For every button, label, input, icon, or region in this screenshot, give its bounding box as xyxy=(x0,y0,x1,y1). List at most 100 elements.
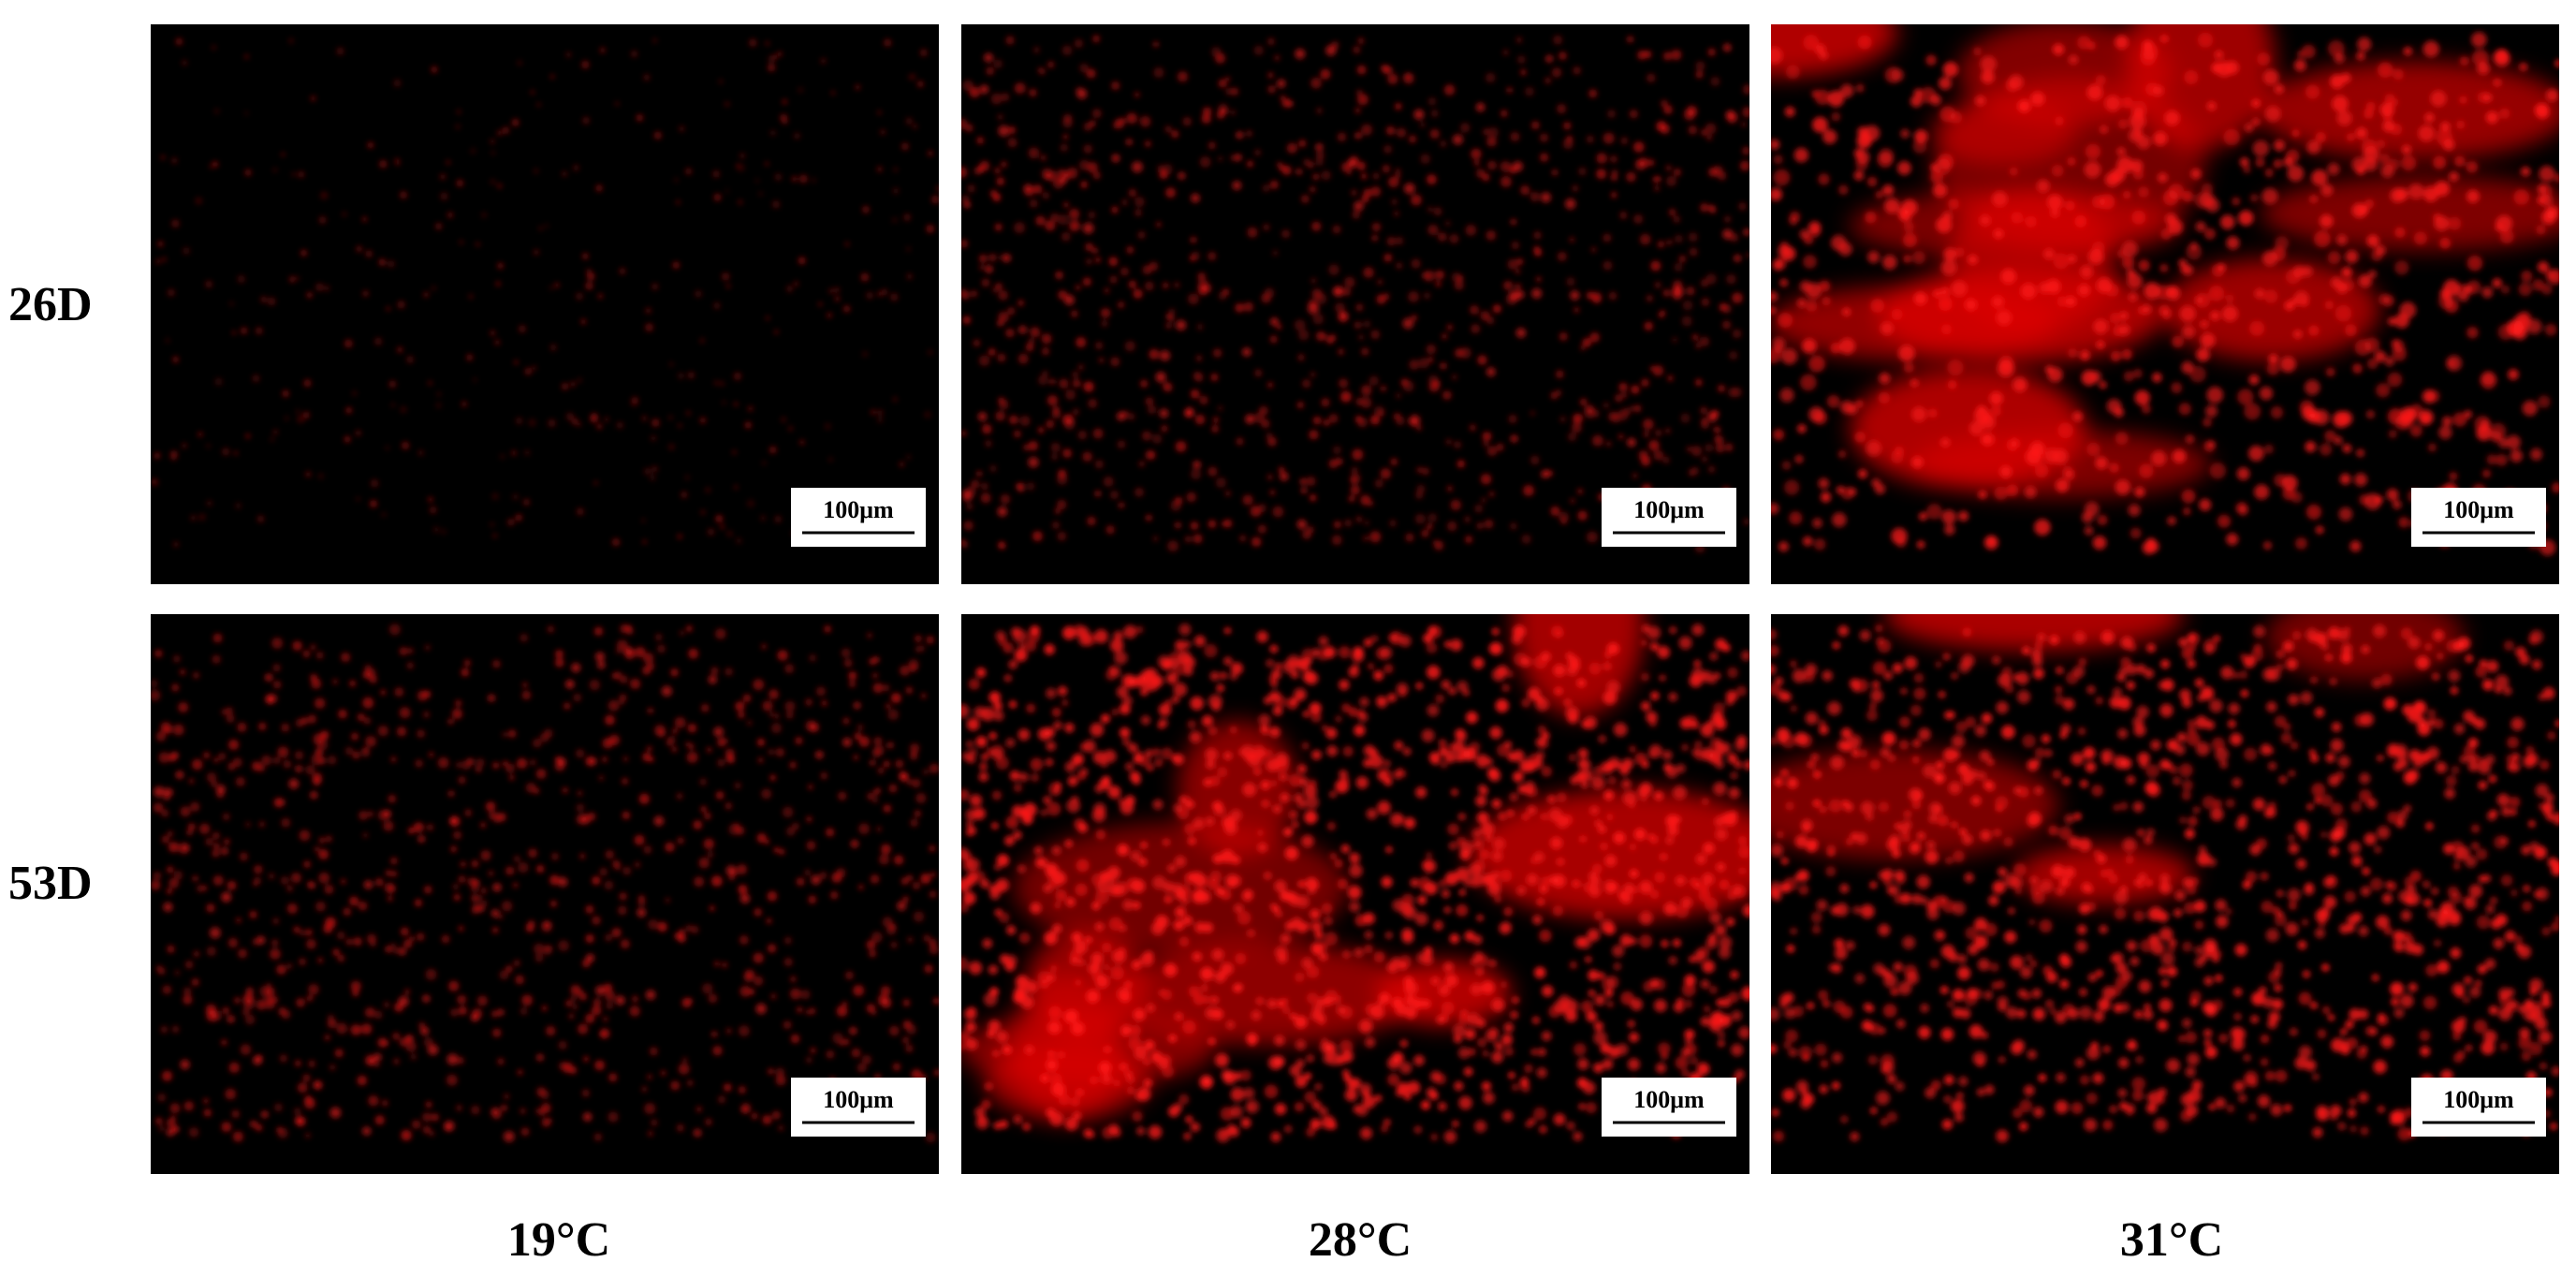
cell xyxy=(205,1004,217,1016)
cell xyxy=(1064,723,1075,733)
cell xyxy=(2167,516,2176,526)
cell xyxy=(2382,110,2393,122)
cell xyxy=(871,672,879,679)
cell xyxy=(1579,758,1591,771)
cell xyxy=(1394,741,1404,751)
cell xyxy=(1149,261,1159,272)
cell xyxy=(2230,732,2243,746)
cell xyxy=(351,390,358,396)
cell xyxy=(1025,343,1034,352)
cell xyxy=(1178,884,1192,898)
cell xyxy=(968,1005,977,1016)
cell xyxy=(2547,857,2558,868)
cell xyxy=(2495,674,2510,689)
cell xyxy=(2178,258,2188,268)
cell xyxy=(2305,441,2317,453)
cell xyxy=(2251,117,2261,126)
cell xyxy=(183,994,193,1005)
cell xyxy=(2532,279,2544,291)
cell xyxy=(1879,373,1891,385)
cell xyxy=(1193,371,1202,381)
cell xyxy=(1523,484,1534,496)
cell xyxy=(1217,405,1223,412)
cell xyxy=(1796,869,1809,882)
cell xyxy=(592,875,601,886)
cell xyxy=(1066,167,1078,179)
cell xyxy=(1570,498,1575,504)
cell xyxy=(178,843,190,855)
cell xyxy=(387,259,395,269)
cell xyxy=(1058,169,1065,176)
cell xyxy=(306,291,314,299)
cell xyxy=(1580,1000,1594,1013)
cell xyxy=(2514,935,2524,944)
cell xyxy=(1088,962,1099,975)
cell xyxy=(1216,1128,1231,1143)
cell xyxy=(1261,800,1270,808)
cell xyxy=(1771,737,1778,745)
cell xyxy=(1086,990,1100,1004)
cell xyxy=(1402,317,1414,330)
cell xyxy=(168,842,180,853)
cell xyxy=(1673,215,1681,224)
cell xyxy=(1398,961,1408,971)
cell xyxy=(607,1111,619,1123)
cell xyxy=(303,860,311,868)
cell xyxy=(1415,786,1427,799)
cell xyxy=(1773,154,1783,165)
cell xyxy=(1280,933,1291,945)
cell xyxy=(1793,147,1809,163)
cell xyxy=(1384,932,1393,940)
cell xyxy=(702,983,713,994)
cell xyxy=(1171,755,1179,762)
cell xyxy=(1551,169,1559,176)
cell xyxy=(834,296,841,301)
cell xyxy=(1182,655,1196,669)
cell xyxy=(961,751,972,761)
cell xyxy=(1711,712,1724,725)
cell xyxy=(1301,957,1313,970)
cell xyxy=(464,809,472,816)
cell xyxy=(2197,32,2214,48)
cell xyxy=(1231,87,1239,95)
cell xyxy=(2120,636,2134,650)
cell xyxy=(1596,169,1607,180)
cell xyxy=(1132,901,1141,910)
cell xyxy=(1277,79,1286,88)
cell xyxy=(1124,980,1132,989)
cell xyxy=(1610,192,1617,198)
cell xyxy=(390,756,397,763)
cell xyxy=(1743,759,1749,771)
cell xyxy=(1071,310,1078,317)
cell xyxy=(925,1132,936,1143)
cell xyxy=(1898,716,1910,728)
cell xyxy=(2115,479,2130,495)
cell xyxy=(597,293,604,300)
cell xyxy=(1126,246,1134,254)
cell xyxy=(2324,430,2336,442)
cell xyxy=(244,1014,256,1025)
cell xyxy=(2238,210,2254,226)
cell xyxy=(994,223,1003,231)
cell xyxy=(1183,823,1196,835)
cell xyxy=(2112,687,2123,697)
cell xyxy=(365,668,376,680)
cell xyxy=(1660,853,1668,861)
cell xyxy=(874,786,882,794)
cell xyxy=(172,541,180,548)
cell xyxy=(1119,703,1131,715)
cell xyxy=(2015,671,2029,685)
cell xyxy=(1410,878,1419,888)
cell xyxy=(1771,47,1783,65)
cell xyxy=(1575,771,1588,783)
cell xyxy=(2110,350,2122,362)
cell xyxy=(1336,1005,1346,1016)
cell xyxy=(2165,213,2177,226)
cell xyxy=(1124,341,1135,352)
cell xyxy=(2337,1122,2347,1131)
cell xyxy=(1853,148,1865,158)
cell xyxy=(1559,331,1568,341)
cell xyxy=(1183,1132,1192,1140)
cell xyxy=(1976,1088,1985,1097)
cell xyxy=(1051,453,1059,461)
